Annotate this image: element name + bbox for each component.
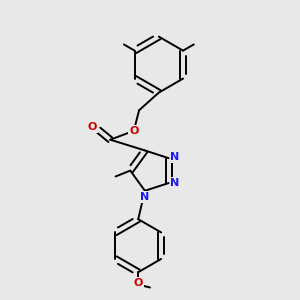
Text: N: N — [170, 178, 180, 188]
Text: O: O — [134, 278, 143, 288]
Text: O: O — [129, 126, 139, 136]
Text: O: O — [87, 122, 97, 132]
Text: N: N — [170, 152, 180, 162]
Text: N: N — [140, 192, 149, 202]
